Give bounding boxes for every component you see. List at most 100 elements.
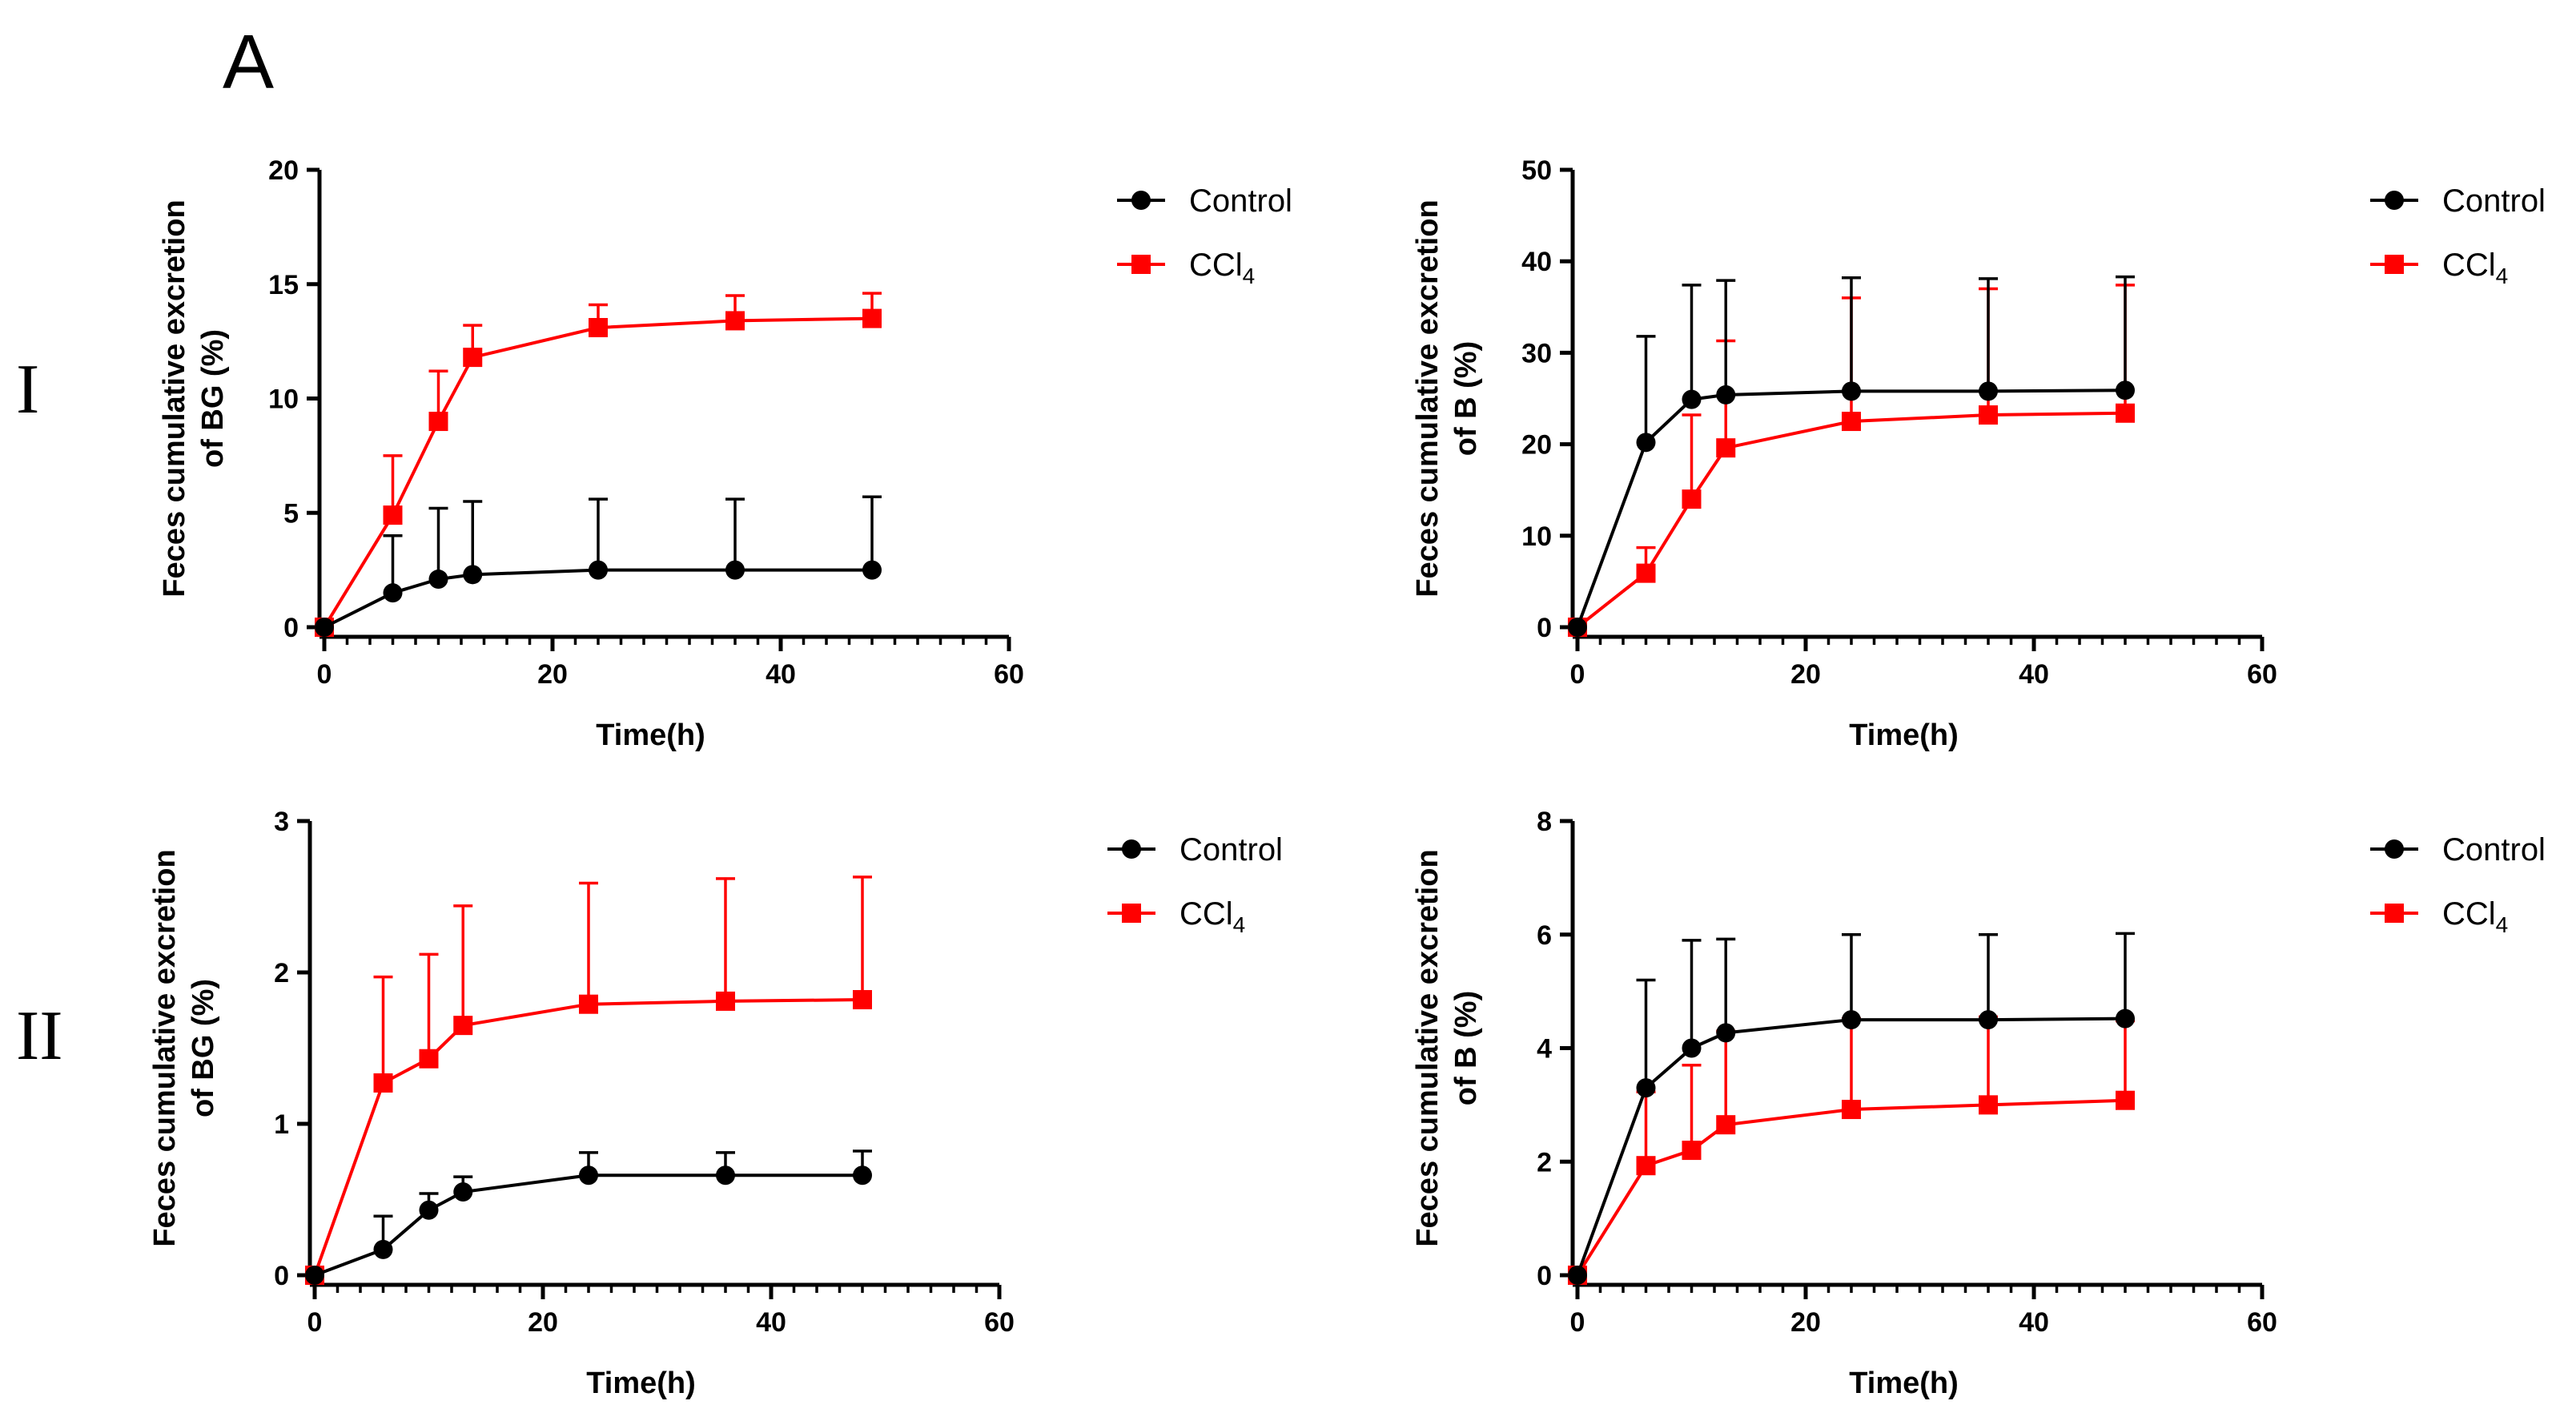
legend-ccl4-main: CCl [1189, 248, 1243, 283]
x-tick-label: 20 [1790, 659, 1821, 690]
data-point [2116, 403, 2135, 423]
data-point [1842, 412, 1861, 432]
data-point [1636, 1078, 1656, 1098]
data-point [1682, 389, 1702, 409]
series-line [314, 1173, 862, 1277]
data-point [428, 570, 448, 590]
y-tick-label: 10 [1521, 521, 1552, 552]
legend-label-ccl4: CCl4 [2442, 896, 2508, 937]
data-point [725, 560, 745, 580]
data-point [716, 1165, 735, 1186]
y-axis-title-line: Feces cumulative excretion [1411, 849, 1445, 1246]
x-tick-label: 20 [528, 1307, 558, 1338]
data-point [1682, 489, 1702, 509]
series-line [313, 998, 863, 1276]
data-point [463, 348, 483, 368]
legend-marker [1122, 904, 1141, 923]
series-control [305, 1149, 872, 1285]
data-point [1979, 1095, 1998, 1115]
panel-letter: A [223, 19, 274, 105]
data-point [428, 412, 448, 432]
chart-II-B: 0 2 4 6 8 0 20 40 60 Time(h) Feces cumulative excr… [1411, 807, 2546, 1400]
data-point [862, 308, 882, 328]
data-point [1636, 563, 1656, 583]
y-axis-title-line: Feces cumulative excretion [1411, 199, 1445, 597]
data-point [1716, 384, 1736, 405]
data-point [1979, 1010, 1998, 1030]
data-point [315, 618, 334, 637]
x-tick-label: 0 [317, 659, 332, 690]
x-tick-label: 40 [766, 659, 796, 690]
data-point [862, 560, 882, 580]
series-ccl4 [315, 292, 882, 637]
data-point [1842, 1100, 1861, 1120]
y-tick-label: 8 [1537, 807, 1552, 837]
x-axis-title: Time(h) [586, 1367, 696, 1400]
data-point [383, 505, 403, 525]
legend-ccl4-sub: 4 [1243, 264, 1256, 288]
data-point [1842, 1010, 1861, 1030]
legend-label-control: Control [1179, 832, 1283, 867]
y-tick-label: 3 [274, 807, 289, 837]
y-tick-label: 20 [1521, 430, 1552, 461]
data-point [2116, 1008, 2135, 1029]
data-point [1979, 405, 1998, 425]
x-tick-label: 60 [2247, 659, 2277, 690]
data-point [589, 560, 608, 580]
data-point [1979, 381, 1998, 401]
legend-marker [2385, 839, 2404, 859]
y-tick-label: 40 [1521, 247, 1552, 277]
data-point [1682, 1038, 1702, 1058]
data-point [373, 1239, 393, 1259]
x-tick-label: 20 [537, 659, 568, 690]
series-ccl4 [305, 876, 872, 1285]
series-control [315, 495, 882, 637]
data-point [853, 990, 872, 1010]
data-point [1636, 1156, 1656, 1176]
legend-marker [1131, 255, 1151, 274]
y-tick-label: 10 [268, 384, 299, 415]
x-axis-title: Time(h) [1849, 1367, 1959, 1400]
x-tick-label: 0 [1570, 1307, 1585, 1338]
chart-I-B: 0 10 20 30 40 50 0 20 40 60 Time(h) Feces cumulativ… [1411, 155, 2546, 752]
row-label-2: II [16, 997, 63, 1075]
x-axis-title: Time(h) [1849, 719, 1959, 752]
data-point [2116, 1090, 2135, 1110]
legend: Control CCl4 [1107, 832, 1283, 937]
data-point [1716, 438, 1736, 458]
y-axis-title-line: of BG (%) [196, 329, 230, 468]
legend-ccl4-main: CCl [2442, 248, 2496, 283]
series-line [323, 316, 873, 629]
series-control [1568, 275, 2135, 637]
legend-ccl4-main: CCl [1179, 896, 1233, 932]
series-line [1576, 411, 2126, 629]
data-point [419, 1200, 439, 1220]
legend-marker [2385, 255, 2404, 274]
data-point [725, 311, 745, 331]
data-point [589, 317, 608, 337]
y-tick-label: 2 [1537, 1147, 1552, 1177]
y-axis-title-line: of BG (%) [187, 979, 220, 1117]
legend-marker [2385, 191, 2404, 210]
series-control [1568, 932, 2135, 1285]
x-tick-label: 60 [984, 1307, 1015, 1338]
x-tick-label: 40 [2019, 1307, 2049, 1338]
data-point [419, 1049, 439, 1069]
data-point [453, 1016, 473, 1036]
y-tick-label: 15 [268, 270, 299, 300]
legend: Control CCl4 [2370, 183, 2546, 288]
x-tick-label: 60 [2247, 1307, 2277, 1338]
data-point [579, 1165, 598, 1186]
data-point [579, 994, 598, 1014]
x-tick-label: 0 [1570, 659, 1585, 690]
legend-ccl4-sub: 4 [2496, 912, 2509, 937]
data-point [853, 1165, 872, 1186]
legend: Control CCl4 [1117, 183, 1292, 288]
legend-label-control: Control [2442, 832, 2546, 867]
y-axis-title-line: of B (%) [1449, 991, 1483, 1106]
y-tick-label: 1 [274, 1109, 289, 1140]
data-point [1636, 433, 1656, 453]
data-point [373, 1073, 393, 1093]
legend-marker [1122, 839, 1141, 859]
x-tick-label: 0 [307, 1307, 323, 1338]
